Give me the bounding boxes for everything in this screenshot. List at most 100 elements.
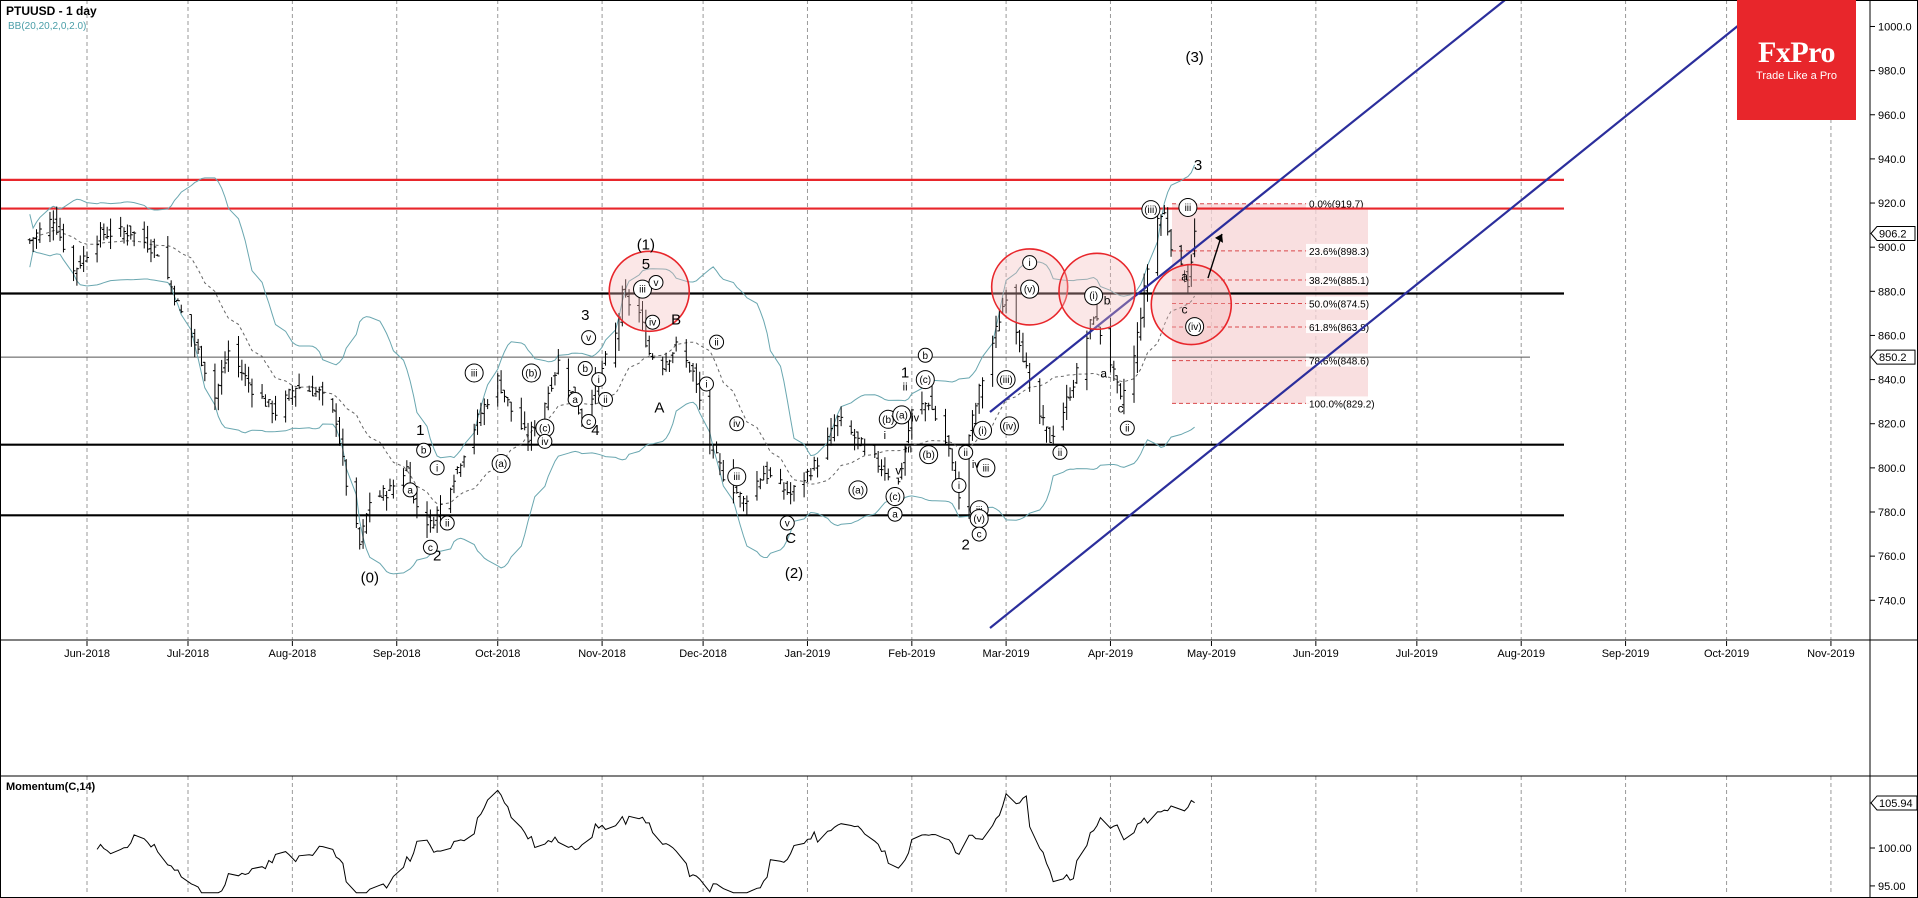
horizontal-levels [0, 178, 1564, 517]
wave-label: 3 [581, 307, 589, 324]
wave-label-ring [971, 526, 987, 542]
price-tick-label: 940.0 [1878, 154, 1906, 166]
highlight-circles [608, 248, 1233, 346]
wave-label: (1) [637, 236, 655, 253]
circled-wave-label: iii [471, 368, 478, 379]
circled-wave-label: (c) [919, 375, 931, 386]
highlight-circle [1150, 263, 1233, 346]
momentum-last-label: 105.94 [1879, 798, 1913, 810]
circled-wave-label: (iii) [999, 375, 1012, 386]
wave-label-ring [439, 515, 455, 531]
month-label: Dec-2018 [679, 648, 727, 660]
month-label: Jul-2019 [1396, 648, 1438, 660]
wave-label-ring [648, 274, 664, 290]
circled-wave-label: ii [1058, 448, 1062, 459]
wave-label-ring [1022, 255, 1038, 271]
wave-label-ring [645, 314, 661, 330]
wave-label: 1 [416, 422, 424, 439]
momentum-tick-label: 100.00 [1878, 843, 1912, 855]
wave-label: C [785, 530, 796, 547]
circled-wave-label: b [923, 351, 929, 362]
wave-label: v [895, 463, 901, 477]
wave-label: c [1118, 402, 1124, 416]
month-label: Nov-2018 [578, 648, 626, 660]
momentum-line [96, 789, 1195, 894]
month-label: Apr-2019 [1088, 648, 1133, 660]
circled-wave-label: a [892, 510, 898, 521]
circled-wave-label: i [1029, 258, 1031, 269]
logo-tagline: Trade Like a Pro [1756, 70, 1837, 82]
wave-label: 3 [1194, 157, 1202, 174]
fib-label-bg [1306, 196, 1383, 210]
wave-label-ring [633, 279, 652, 299]
fibonacci-zone: 0.0%(919.7) 23.6%(898.3) 38.2%(885.1) 50.0%… [1172, 196, 1396, 410]
circled-wave-label: c [428, 543, 433, 554]
wave-label: 2 [962, 537, 970, 554]
price-tick-label: 1000.0 [1878, 21, 1912, 33]
price-tick-label: 980.0 [1878, 66, 1906, 78]
circled-wave-label: a [572, 395, 578, 406]
fib-level-label: 23.6%(898.3) [1309, 247, 1369, 258]
circled-wave-label: c [977, 530, 982, 541]
channel-upper [989, 0, 1506, 413]
wave-label-ring [779, 515, 795, 531]
price-tick-label: 800.0 [1878, 463, 1906, 475]
price-tick-label: 900.0 [1878, 242, 1906, 254]
wave-label-ring [597, 391, 613, 407]
month-label: Jun-2019 [1293, 648, 1339, 660]
circled-wave-label: (a) [495, 459, 507, 470]
wave-label-ring [976, 458, 996, 478]
wave-label-ring [709, 334, 725, 350]
wave-label: b [1104, 294, 1111, 308]
wave-label-ring [999, 416, 1019, 436]
circled-wave-label: i [958, 481, 960, 492]
price-tick-label: 880.0 [1878, 286, 1906, 298]
wave-label-ring [996, 370, 1016, 390]
price-tick-label: 780.0 [1878, 507, 1906, 519]
circled-wave-label: iv [541, 437, 548, 448]
wave-label-ring [1119, 420, 1135, 436]
wave-label-ring [885, 487, 905, 507]
circled-wave-label: (a) [852, 485, 864, 496]
wave-label-ring [887, 506, 903, 522]
momentum-tick-label: 95.00 [1878, 881, 1906, 893]
price-tick-label: 840.0 [1878, 375, 1906, 387]
last-price-label: 906.2 [1879, 228, 1907, 240]
reference-price-marker [1870, 349, 1916, 365]
wave-label-ring [581, 330, 597, 346]
channel-lower [989, 0, 1771, 629]
wave-label: (2) [785, 565, 803, 582]
circled-wave-label: (iii) [1144, 205, 1157, 216]
circled-wave-label: iii [733, 472, 740, 483]
circled-wave-label: ii [603, 395, 607, 406]
circled-wave-label: (b) [525, 368, 537, 379]
trend-channel [989, 0, 1771, 629]
wave-label: 1 [901, 364, 909, 381]
price-tick-label: 760.0 [1878, 551, 1906, 563]
wave-label-ring [698, 376, 714, 392]
bollinger-label: BB(20,20,2,0,2.0) [8, 21, 87, 32]
circled-wave-label: iii [639, 285, 646, 296]
wave-label-ring [1141, 200, 1161, 220]
logo-wordmark: FxPro [1758, 36, 1835, 69]
circled-wave-label: iii [983, 463, 990, 474]
minor-wave-label: ii [903, 382, 908, 394]
circled-wave-label: (b) [882, 415, 894, 426]
circled-wave-label: b [421, 446, 427, 457]
wave-label-ring [591, 372, 607, 388]
month-label: Oct-2019 [1704, 648, 1749, 660]
wave-label-ring [416, 442, 432, 458]
fib-label-bg [1306, 273, 1389, 287]
circled-wave-label: iii [1185, 203, 1192, 214]
wave-label-ring [567, 391, 583, 407]
circled-wave-label: (iv) [1188, 322, 1202, 333]
minor-wave-label: iii [905, 443, 912, 455]
wave-label-ring [521, 363, 541, 383]
wave-label-ring [729, 416, 745, 432]
month-label: Sep-2018 [373, 648, 421, 660]
reference-price-label: 850.2 [1879, 352, 1907, 364]
month-label: Feb-2019 [888, 648, 935, 660]
